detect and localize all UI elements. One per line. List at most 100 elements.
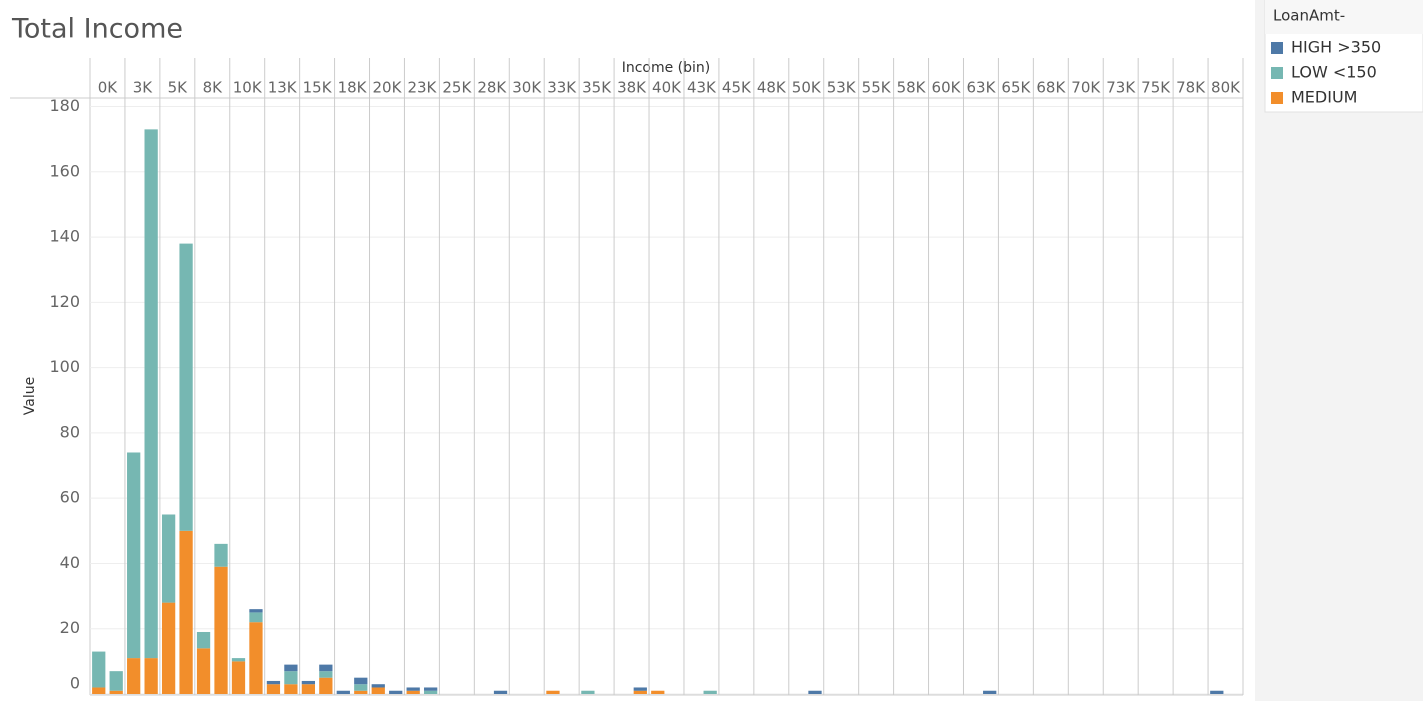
bar-segment	[336, 690, 350, 694]
bar-segment	[633, 687, 647, 691]
bar-segment	[179, 530, 193, 694]
bar-segment	[231, 658, 246, 662]
x-tick-label: 20K	[373, 79, 403, 97]
bar-segment	[214, 543, 228, 567]
x-tick-label: 68K	[1036, 79, 1066, 97]
bar-segment	[371, 684, 385, 688]
x-tick-label: 18K	[338, 79, 368, 97]
x-tick-label: 30K	[512, 79, 542, 97]
x-tick-label: 15K	[303, 79, 333, 97]
bar-segment	[371, 687, 385, 694]
x-tick-label: 73K	[1106, 79, 1136, 97]
x-tick-label: 3K	[133, 79, 154, 97]
bar-segment	[319, 671, 333, 678]
bar-segment	[546, 690, 560, 694]
x-tick-label: 8K	[203, 79, 224, 97]
bar-segment	[406, 690, 420, 694]
bar-segment	[92, 651, 106, 688]
bar-segment	[196, 648, 211, 694]
bar-segment	[284, 684, 298, 694]
x-tick-label: 70K	[1071, 79, 1101, 97]
bar-segment	[161, 602, 176, 694]
bar-segment	[127, 658, 141, 694]
bar-segment	[179, 243, 193, 531]
x-tick-label: 38K	[617, 79, 647, 97]
bar-segment	[144, 658, 158, 694]
x-tick-label: 0K	[98, 79, 119, 97]
y-tick-label: 100	[49, 357, 80, 376]
x-tick-label: 23K	[407, 79, 437, 97]
bar-segment	[581, 690, 595, 694]
legend-header	[1265, 0, 1423, 34]
bar-segment	[406, 687, 420, 691]
legend-swatch	[1271, 42, 1283, 54]
bar-segment	[1210, 690, 1224, 694]
chart-title: Total Income	[11, 14, 183, 45]
y-tick-label: 60	[60, 488, 80, 507]
x-tick-label: 10K	[233, 79, 263, 97]
x-tick-label: 78K	[1176, 79, 1206, 97]
bar-segment	[354, 690, 368, 694]
x-tick-label: 58K	[897, 79, 927, 97]
bar-segment	[92, 687, 106, 694]
x-tick-label: 80K	[1211, 79, 1241, 97]
bar-segment	[319, 677, 333, 694]
legend-label: LOW <150	[1291, 63, 1377, 82]
bar-segment	[389, 690, 403, 694]
bar-segment	[109, 671, 123, 691]
y-tick-label: 80	[60, 422, 80, 441]
bar-segment	[144, 129, 158, 659]
bar-segment	[109, 690, 123, 694]
bar-segment	[424, 687, 438, 691]
bar-segment	[214, 566, 228, 694]
x-tick-label: 28K	[477, 79, 507, 97]
y-tick-label: 140	[49, 227, 80, 246]
bar-segment	[493, 690, 508, 694]
legend-title: LoanAmt-	[1273, 7, 1345, 25]
legend-panel	[1255, 0, 1423, 701]
bar-segment	[161, 514, 176, 603]
bar-segment	[127, 452, 141, 659]
legend-label: HIGH >350	[1291, 38, 1381, 57]
bar-segment	[249, 622, 263, 694]
x-tick-label: 40K	[652, 79, 682, 97]
x-tick-label: 60K	[932, 79, 962, 97]
bar-segment	[266, 684, 281, 694]
x-tick-label: 50K	[792, 79, 822, 97]
bar-segment	[231, 661, 246, 694]
bar-segment	[196, 631, 211, 649]
bar-segment	[284, 671, 298, 685]
y-tick-label: 20	[60, 618, 80, 637]
y-tick-label: 0	[70, 674, 80, 693]
y-tick-label: 180	[49, 96, 80, 115]
x-tick-label: 5K	[168, 79, 189, 97]
x-tick-label: 55K	[862, 79, 892, 97]
y-tick-label: 40	[60, 553, 80, 572]
x-tick-label: 43K	[687, 79, 717, 97]
x-tick-label: 65K	[1001, 79, 1031, 97]
x-tick-label: 75K	[1141, 79, 1171, 97]
legend-swatch	[1271, 92, 1283, 104]
x-tick-label: 48K	[757, 79, 787, 97]
x-axis-title: Income (bin)	[622, 60, 711, 76]
bar-segment	[703, 690, 717, 694]
x-tick-label: 45K	[722, 79, 752, 97]
bar-segment	[319, 664, 333, 672]
y-axis-title: Value	[22, 377, 38, 415]
bar-segment	[249, 612, 263, 623]
bar-segment	[284, 664, 298, 672]
x-tick-label: 53K	[827, 79, 857, 97]
y-tick-label: 160	[49, 161, 80, 180]
bar-segment	[301, 680, 316, 685]
legend-swatch	[1271, 67, 1283, 79]
y-tick-label: 120	[49, 292, 80, 311]
x-tick-label: 63K	[966, 79, 996, 97]
x-tick-label: 13K	[268, 79, 298, 97]
bar-segment	[983, 690, 997, 694]
legend-label: MEDIUM	[1291, 88, 1357, 107]
bar-segment	[354, 684, 368, 691]
x-tick-label: 35K	[582, 79, 612, 97]
bar-segment	[266, 680, 281, 685]
bar-segment	[301, 684, 316, 694]
